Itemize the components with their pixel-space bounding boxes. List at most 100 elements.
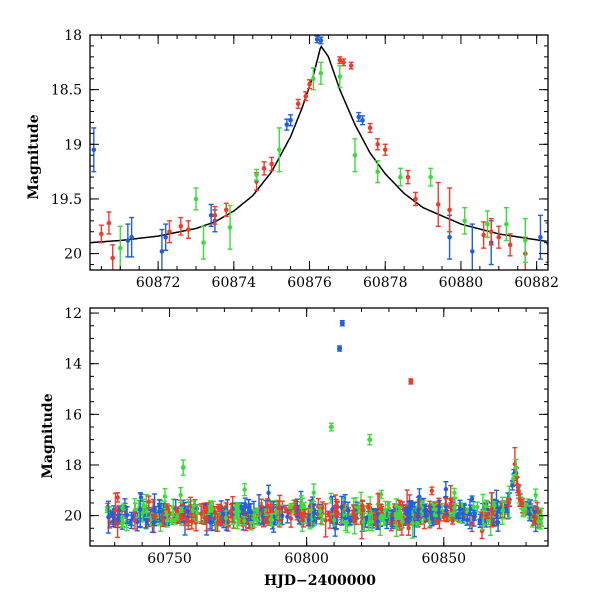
green-data-point — [400, 519, 405, 524]
red-data-point — [367, 125, 373, 131]
red-data-point — [292, 505, 298, 510]
blue-data-point — [465, 517, 470, 522]
green-data-point — [317, 508, 323, 514]
red-data-point — [413, 196, 418, 202]
red-data-point — [496, 234, 502, 240]
red-data-point — [202, 515, 208, 520]
green-data-point — [242, 487, 247, 492]
green-data-point — [254, 518, 260, 523]
green-data-point — [471, 504, 476, 510]
blue-data-point — [447, 234, 452, 240]
green-data-point — [249, 520, 254, 525]
red-data-point — [288, 516, 294, 521]
green-data-point — [394, 503, 399, 509]
green-data-point — [227, 225, 233, 230]
blue-data-point — [422, 508, 427, 513]
blue-data-point — [339, 320, 345, 326]
red-data-point — [146, 499, 151, 505]
red-data-point — [429, 488, 435, 494]
y-tick-label: 18.5 — [51, 83, 82, 99]
red-data-point — [174, 508, 179, 513]
red-data-point — [375, 142, 380, 147]
green-data-point — [375, 169, 380, 174]
green-data-point — [140, 510, 145, 515]
red-data-point — [405, 174, 411, 180]
y-tick-label: 14 — [64, 357, 82, 373]
green-data-point — [434, 513, 439, 519]
green-data-point — [522, 238, 528, 243]
green-data-point — [117, 245, 123, 251]
green-data-point — [485, 221, 490, 227]
blue-data-point — [306, 517, 311, 522]
y-tick-label: 20 — [64, 509, 82, 525]
blue-data-point — [436, 510, 441, 515]
green-data-point — [356, 505, 361, 511]
green-data-point — [504, 221, 509, 227]
x-tick-label: 60878 — [363, 275, 408, 291]
green-data-point — [367, 437, 373, 443]
green-data-point — [179, 507, 184, 513]
green-data-point — [318, 70, 324, 76]
y-tick-label: 20 — [64, 247, 82, 263]
green-data-point — [254, 508, 260, 513]
blue-data-point — [242, 503, 248, 508]
red-data-point — [178, 515, 184, 520]
red-data-point — [277, 505, 282, 511]
red-data-point — [441, 514, 447, 520]
blue-data-point — [285, 514, 290, 519]
blue-data-point — [477, 519, 482, 524]
red-data-point — [327, 517, 333, 523]
blue-data-point — [221, 512, 227, 517]
green-data-point — [144, 509, 149, 514]
green-data-point — [462, 218, 468, 224]
red-data-point — [408, 378, 414, 384]
green-data-point — [276, 147, 282, 153]
green-data-point — [269, 517, 275, 522]
blue-data-point — [314, 37, 320, 42]
blue-data-point — [348, 518, 353, 523]
red-data-point — [360, 507, 365, 512]
red-data-point — [534, 506, 540, 511]
green-data-point — [195, 511, 200, 516]
plot-area — [104, 319, 545, 540]
red-data-point — [295, 101, 301, 107]
green-data-point — [242, 518, 247, 524]
green-data-point — [191, 503, 196, 508]
bottom-panel: 60750 60800 60850 12 14 16 18 20 — [64, 306, 549, 567]
green-data-point — [337, 74, 343, 79]
x-tick-label: 60750 — [147, 551, 192, 567]
red-data-point — [178, 223, 184, 229]
red-data-point — [106, 220, 112, 226]
red-data-point — [212, 510, 218, 515]
red-data-point — [113, 508, 118, 513]
red-data-point — [372, 515, 378, 521]
red-data-point — [434, 518, 440, 523]
green-data-point — [301, 503, 307, 509]
green-data-point — [428, 174, 433, 180]
red-data-point — [189, 519, 194, 524]
y-tick-label: 19 — [64, 137, 82, 153]
red-data-point — [132, 518, 138, 523]
top-panel: 60872 60874 60876 60878 60880 60882 18 18.5 19 19… — [51, 28, 559, 291]
green-data-point — [201, 240, 206, 245]
top-y-axis-label: Magnitude — [26, 114, 42, 199]
green-data-point — [398, 174, 403, 180]
red-data-point — [379, 506, 384, 511]
green-data-point — [162, 494, 168, 499]
x-tick-label: 60800 — [284, 551, 329, 567]
blue-data-point — [403, 508, 409, 514]
blue-data-point — [510, 483, 515, 488]
red-data-point — [382, 147, 388, 153]
red-data-point — [223, 207, 229, 213]
red-data-point — [507, 242, 513, 248]
red-data-point — [489, 507, 494, 513]
blue-data-point — [318, 38, 324, 43]
green-data-point — [120, 504, 126, 510]
red-data-point — [435, 202, 441, 207]
green-data-point — [492, 503, 497, 508]
green-data-point — [415, 520, 420, 526]
red-data-point — [348, 63, 354, 68]
blue-data-point — [288, 117, 293, 123]
green-data-point — [164, 518, 170, 523]
blue-data-point — [159, 249, 165, 254]
